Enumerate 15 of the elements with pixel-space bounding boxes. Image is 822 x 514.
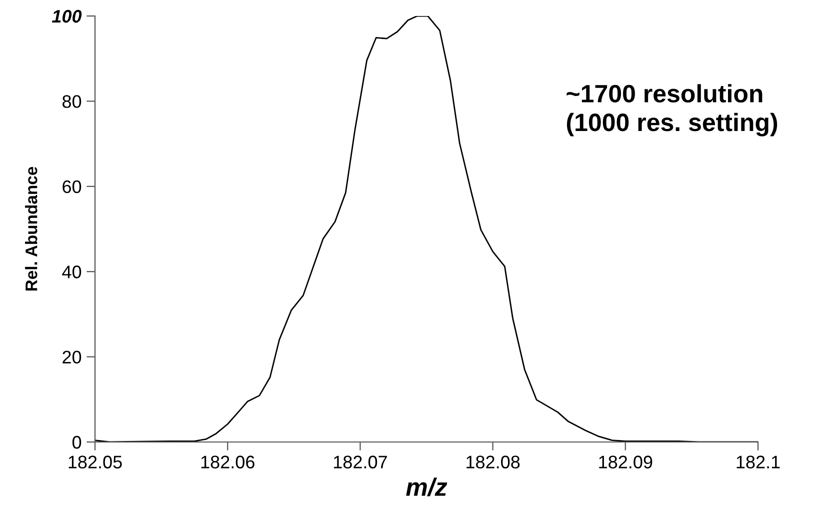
y-tick-label: 60 — [62, 180, 82, 194]
y-tick-label: 40 — [62, 266, 82, 278]
x-tick-label: 182.08 — [466, 456, 520, 468]
y-tick-label: 100 — [52, 10, 82, 23]
y-tick-label: 80 — [62, 95, 82, 108]
x-tick-label: 182.09 — [599, 456, 652, 468]
x-axis-title: m/z — [406, 478, 448, 496]
x-tick-label: 182.1 — [736, 456, 780, 468]
annotation: ~1700 resolution (1000 res. setting) — [566, 84, 778, 136]
y-tick-label: 0 — [72, 436, 82, 449]
y-axis-title: Rel. Abundance — [25, 166, 38, 291]
y-tick-label: 20 — [62, 350, 82, 364]
x-tick-label: 182.05 — [68, 456, 122, 468]
x-tick-label: 182.06 — [201, 456, 254, 468]
x-tick-label: 182.07 — [334, 456, 387, 468]
